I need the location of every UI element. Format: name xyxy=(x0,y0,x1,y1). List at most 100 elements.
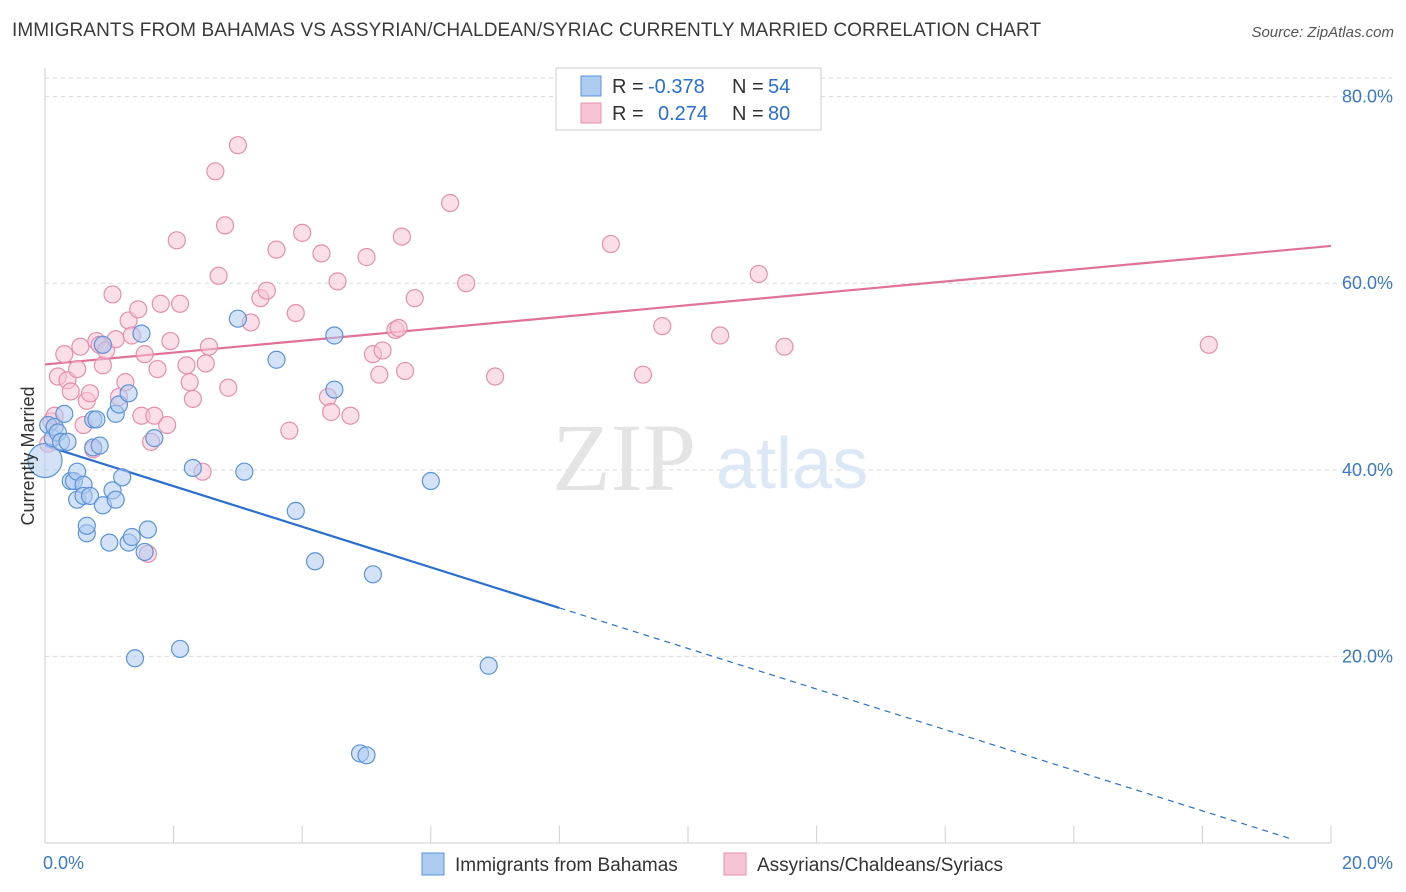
assyrian-point xyxy=(158,415,177,435)
assyrian-point xyxy=(286,303,305,323)
bahamas-point xyxy=(421,471,440,491)
bahamas-point xyxy=(55,404,74,423)
bahamas-point xyxy=(77,516,96,535)
bahamas-point xyxy=(90,436,109,455)
bahamas-point xyxy=(170,639,190,659)
bahamas-point xyxy=(113,468,132,487)
data-points xyxy=(27,136,1218,765)
assyrian-point xyxy=(196,354,215,373)
bahamas-point xyxy=(183,458,202,478)
bottom-legend-label-1: Immigrants from Bahamas xyxy=(455,855,678,876)
bahamas-point xyxy=(80,486,100,506)
assyrian-point xyxy=(180,373,199,392)
assyrian-point xyxy=(601,234,620,254)
bahamas-trend-extension xyxy=(559,607,1293,840)
assyrian-point xyxy=(392,227,411,246)
assyrian-point xyxy=(280,421,299,440)
assyrian-point xyxy=(775,337,794,356)
legend-n-value-1: 54 xyxy=(768,76,790,98)
bahamas-point xyxy=(479,656,498,675)
assyrian-point xyxy=(293,223,312,242)
trend-lines xyxy=(44,244,1332,840)
assyrian-point xyxy=(357,248,376,267)
assyrian-point xyxy=(633,365,653,384)
bahamas-point xyxy=(145,429,164,448)
source-label: Source: ZipAtlas.com xyxy=(1251,24,1394,41)
assyrian-point xyxy=(322,402,341,422)
assyrian-point xyxy=(135,345,154,364)
assyrian-point xyxy=(170,294,190,313)
bahamas-trend-line xyxy=(44,444,560,609)
x-tick-label-min: 0.0% xyxy=(43,853,84,873)
assyrian-point xyxy=(653,317,672,336)
stats-legend: R = -0.378 N = 54 R = 0.274 N = 80 xyxy=(555,67,822,131)
legend-n-value-2: 80 xyxy=(768,103,790,125)
assyrian-point xyxy=(267,240,286,259)
bottom-legend-swatch-blue xyxy=(421,852,445,876)
y-tick-label: 20.0% xyxy=(1342,646,1393,666)
assyrian-point xyxy=(55,345,74,364)
legend-swatch-pink xyxy=(580,102,602,124)
bahamas-point xyxy=(100,533,119,552)
bahamas-point xyxy=(357,746,376,765)
bahamas-point xyxy=(325,326,344,345)
assyrian-trend-line xyxy=(44,244,1332,366)
tick-labels: 20.0% 40.0% 60.0% 80.0% 0.0% 20.0% xyxy=(43,87,1393,873)
x-tick-label-max: 20.0% xyxy=(1342,853,1393,873)
bahamas-point xyxy=(267,350,286,369)
assyrian-point xyxy=(183,389,202,409)
bahamas-point xyxy=(286,501,305,520)
bottom-legend-label-2: Assyrians/Chaldeans/Syriacs xyxy=(757,855,1003,876)
assyrian-point xyxy=(177,356,196,375)
y-tick-label: 40.0% xyxy=(1342,460,1393,480)
y-axis-label: Currently Married xyxy=(18,386,38,525)
chart-title: IMMIGRANTS FROM BAHAMAS VS ASSYRIAN/CHAL… xyxy=(12,20,1042,41)
assyrian-point xyxy=(711,326,730,345)
assyrian-point xyxy=(206,162,225,181)
assyrian-point xyxy=(93,356,112,375)
assyrian-point xyxy=(486,367,505,386)
assyrian-point xyxy=(145,406,164,425)
bahamas-point xyxy=(93,335,112,354)
assyrian-point xyxy=(167,231,186,250)
grid-lines xyxy=(45,77,1392,657)
assyrian-point xyxy=(373,341,392,360)
bahamas-point xyxy=(87,410,106,429)
assyrian-point xyxy=(405,289,424,308)
assyrian-point xyxy=(219,378,238,397)
legend-n-label-1: N = xyxy=(732,76,764,98)
bahamas-point xyxy=(58,432,77,451)
assyrian-point xyxy=(341,406,360,425)
bahamas-point xyxy=(125,649,145,668)
bahamas-point xyxy=(135,542,154,562)
assyrian-point xyxy=(103,285,122,304)
bahamas-point xyxy=(106,490,125,509)
assyrian-point xyxy=(389,318,408,338)
bahamas-point xyxy=(363,565,383,584)
bahamas-point xyxy=(119,384,138,403)
bahamas-point xyxy=(138,520,157,539)
assyrian-point xyxy=(199,337,219,356)
legend-r-value-1: -0.378 xyxy=(648,76,705,98)
assyrian-point xyxy=(457,274,476,293)
bahamas-point xyxy=(325,380,344,399)
assyrian-point xyxy=(148,359,167,379)
bahamas-point xyxy=(27,442,63,479)
assyrian-point xyxy=(395,361,415,381)
assyrian-point xyxy=(209,266,228,285)
y-tick-label: 80.0% xyxy=(1342,87,1393,107)
bahamas-point xyxy=(305,552,325,571)
assyrian-point xyxy=(80,384,100,403)
assyrian-point xyxy=(749,264,768,284)
assyrian-point xyxy=(440,193,460,213)
assyrian-point xyxy=(1199,335,1218,354)
bahamas-point xyxy=(235,462,254,481)
bahamas-point xyxy=(132,324,151,343)
series-legend: Immigrants from Bahamas Assyrians/Chalde… xyxy=(421,852,1003,876)
assyrian-point xyxy=(61,382,80,401)
legend-r-label-2: R = xyxy=(612,103,644,125)
assyrian-point xyxy=(161,331,180,351)
assyrian-point xyxy=(215,216,235,235)
assyrian-point xyxy=(71,337,90,356)
watermark-atlas: atlas xyxy=(716,424,868,504)
